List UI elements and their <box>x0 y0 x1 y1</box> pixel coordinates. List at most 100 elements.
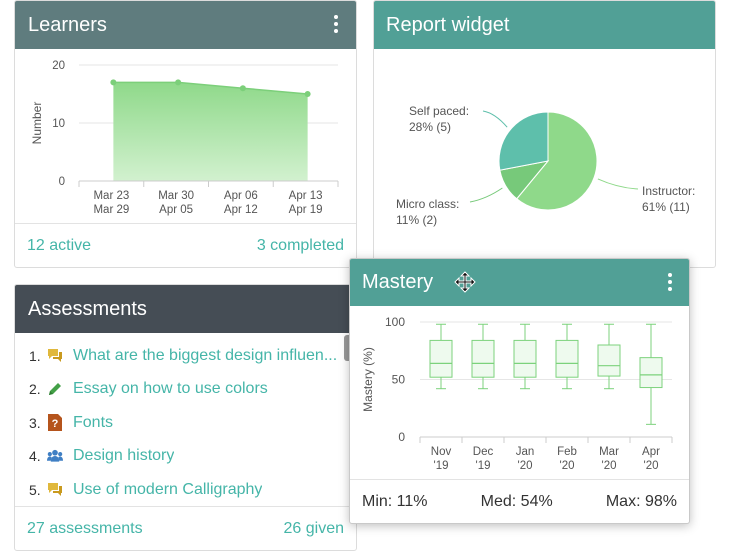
assessments-count-link[interactable]: 27 assessments <box>27 519 143 537</box>
list-item[interactable]: 2. Essay on how to use colors <box>15 373 356 407</box>
data-point <box>304 91 311 97</box>
more-menu-icon[interactable] <box>333 15 339 35</box>
assessments-footer: 27 assessments 26 given <box>15 506 356 550</box>
y-axis-label: Number <box>30 102 44 145</box>
x-tick-label: '20 <box>560 460 575 472</box>
list-item[interactable]: 3. ? Fonts <box>15 406 356 440</box>
item-number: 5. <box>29 481 41 498</box>
assessment-link[interactable]: Fonts <box>73 413 114 431</box>
list-scrollbar[interactable] <box>344 335 352 361</box>
y-axis-label: Mastery (%) <box>361 347 375 412</box>
list-item[interactable]: 1. What are the biggest design influen..… <box>15 339 356 373</box>
pie-value-label: 11% (2) <box>396 213 437 227</box>
svg-text:?: ? <box>52 418 59 430</box>
y-tick-label: 100 <box>385 315 405 329</box>
pie-slice <box>516 111 598 211</box>
mastery-title: Mastery <box>362 271 434 293</box>
completed-learners-link[interactable]: 3 completed <box>256 236 344 254</box>
pie-slice <box>498 111 549 171</box>
x-tick-label: '19 <box>434 460 449 472</box>
pie-value-label: 61% (11) <box>642 200 690 214</box>
x-tick-label: '20 <box>644 460 659 472</box>
x-tick-label: Apr 05 <box>159 204 193 216</box>
move-cursor-icon[interactable] <box>454 271 476 293</box>
list-item[interactable]: 4. Design history <box>15 440 356 474</box>
x-tick-label: Mar 30 <box>158 190 194 202</box>
x-tick-label: '19 <box>476 460 491 472</box>
assessments-card: Assessments 1. What are the biggest desi… <box>14 284 357 551</box>
x-tick-label: '20 <box>518 460 533 472</box>
item-number: 2. <box>29 381 41 398</box>
learners-footer: 12 active 3 completed <box>15 223 356 267</box>
mastery-median: Med: 54% <box>480 492 553 510</box>
pencil-icon <box>47 381 63 397</box>
more-menu-icon[interactable] <box>667 273 673 293</box>
x-tick-label: Mar 23 <box>93 190 129 202</box>
mastery-box-chart: 0 50 100 Mastery (%) Nov '19 Dec '19 Jan '20 Feb '2… <box>361 315 673 472</box>
question-doc-icon: ? <box>47 414 63 432</box>
box-body <box>429 339 453 378</box>
mastery-footer: Min: 11% Med: 54% Max: 98% <box>350 479 689 523</box>
chat-bubble-icon <box>47 482 63 498</box>
mastery-card[interactable]: Mastery 0 50 100 Mastery (%) Nov '19 Dec '19 Jan… <box>349 258 690 524</box>
x-tick-label: Apr 06 <box>224 190 258 202</box>
box-body <box>597 344 621 377</box>
pie-value-label: 28% (5) <box>409 120 451 134</box>
item-number: 3. <box>29 414 41 431</box>
mastery-header[interactable]: Mastery <box>350 259 689 306</box>
learners-header: Learners <box>15 1 356 49</box>
x-tick-label: Apr 13 <box>289 190 323 202</box>
pie-connector <box>482 110 508 128</box>
series-line <box>113 81 308 95</box>
x-tick-label: Jan <box>516 446 535 458</box>
chat-bubble-icon <box>47 348 63 364</box>
learners-card: Learners 0 10 20 Number Mar 23 Mar 29 Mar 30 Ap… <box>14 0 357 268</box>
box-body <box>513 339 537 378</box>
y-tick-label: 0 <box>398 430 405 444</box>
pie-connector <box>597 178 639 190</box>
y-tick-label: 0 <box>59 176 65 188</box>
assessments-title: Assessments <box>28 297 147 320</box>
report-header: Report widget <box>374 1 715 49</box>
given-count-link[interactable]: 26 given <box>283 519 345 537</box>
assessment-link[interactable]: Design history <box>73 447 175 465</box>
x-tick-label: Apr <box>642 446 660 458</box>
x-tick-label: Feb <box>557 446 577 458</box>
x-tick-label: Mar <box>599 446 619 458</box>
area-fill <box>113 82 308 181</box>
pie-label: Micro class: <box>396 197 459 211</box>
item-number: 1. <box>29 347 41 364</box>
list-item[interactable]: 5. Use of modern Calligraphy <box>15 473 356 507</box>
report-title: Report widget <box>386 13 510 36</box>
pie-connector <box>469 187 503 203</box>
box-body <box>639 357 663 389</box>
y-tick-label: 50 <box>392 373 406 387</box>
mastery-min: Min: 11% <box>362 492 428 510</box>
report-widget-card: Report widget Instructor: 61% (11) Micro c… <box>373 0 716 268</box>
data-point <box>239 85 246 92</box>
pie-label: Instructor: <box>642 184 695 198</box>
box-body <box>471 339 495 378</box>
mastery-max: Max: 98% <box>605 492 677 510</box>
y-tick-label: 20 <box>52 60 65 72</box>
x-tick-label: Nov <box>431 446 452 458</box>
x-tick-label: Dec <box>473 446 494 458</box>
item-number: 4. <box>29 448 41 465</box>
assessment-link[interactable]: Use of modern Calligraphy <box>73 480 263 498</box>
x-tick-label: Mar 29 <box>93 204 129 216</box>
assessment-link[interactable]: Essay on how to use colors <box>73 380 268 398</box>
active-learners-link[interactable]: 12 active <box>27 236 92 254</box>
learners-title: Learners <box>28 13 107 36</box>
x-tick-label: Apr 19 <box>289 204 323 216</box>
assessments-list: 1. What are the biggest design influen..… <box>15 339 356 507</box>
data-point <box>110 79 117 86</box>
y-tick-label: 10 <box>52 118 65 130</box>
x-tick-label: Apr 12 <box>224 204 258 216</box>
assessment-link[interactable]: What are the biggest design influen... <box>73 346 338 364</box>
x-tick-label: '20 <box>602 460 617 472</box>
learners-area-chart: 0 10 20 Number Mar 23 Mar 29 Mar 30 Apr 05 Apr 0… <box>30 60 339 216</box>
box-body <box>555 339 579 378</box>
assessments-header: Assessments <box>15 285 356 333</box>
data-point <box>175 79 182 86</box>
group-icon <box>47 448 63 464</box>
